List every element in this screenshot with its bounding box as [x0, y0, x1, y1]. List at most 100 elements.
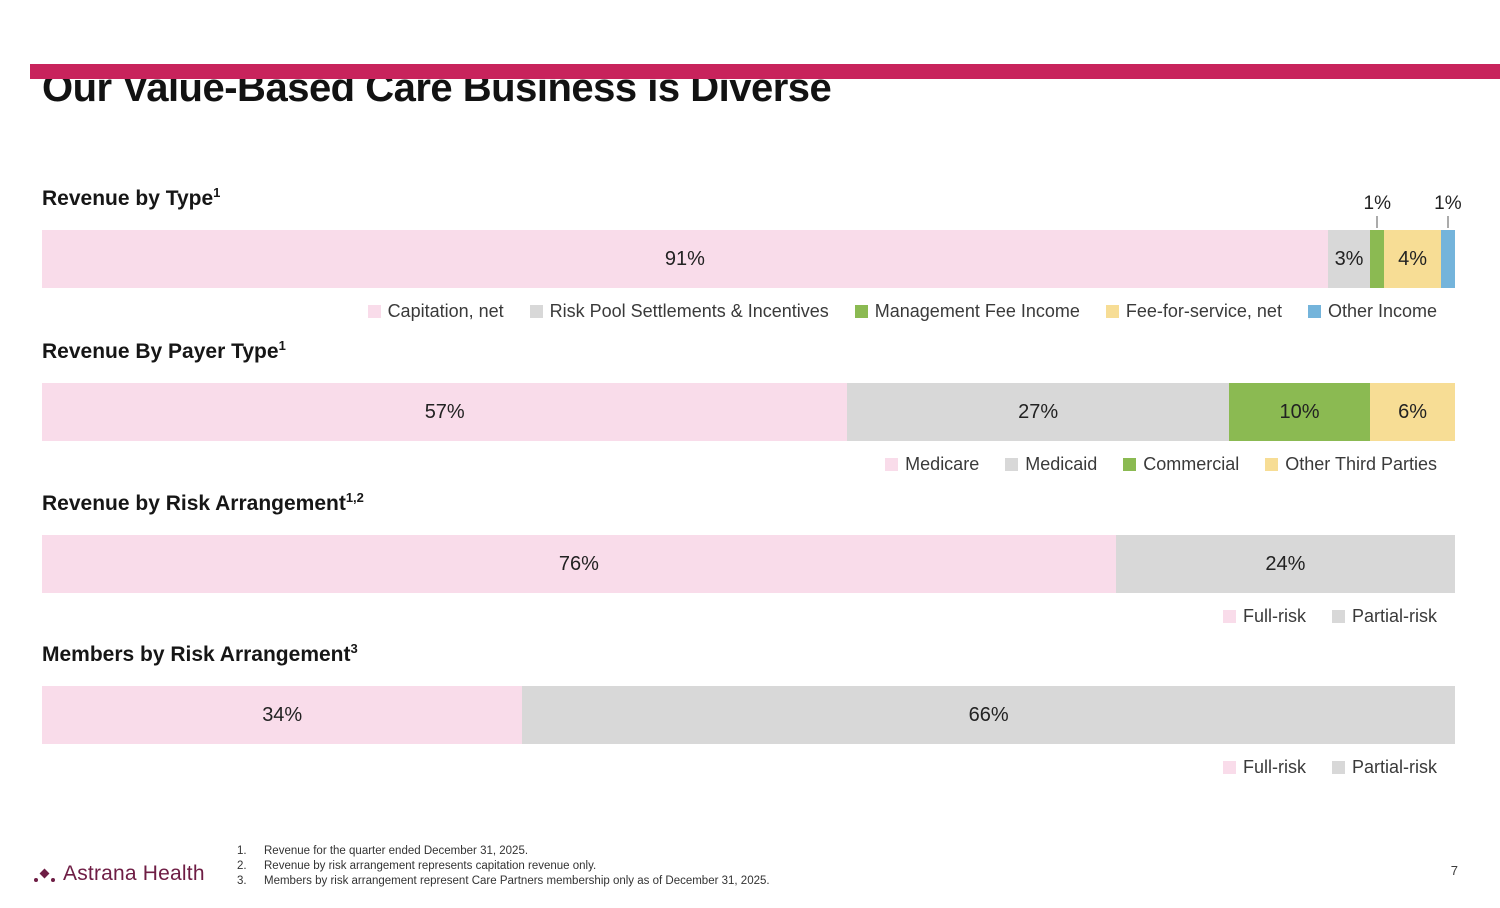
section-heading-revenue-by-type: Revenue by Type1	[42, 180, 1456, 212]
bar-segment-other-third-parties: 6%	[1370, 383, 1455, 441]
footnote-2-number: 2.	[237, 860, 247, 872]
segment-value-label: 57%	[424, 400, 465, 423]
stacked-bar-members-by-risk-arrangement: 34% 66%	[42, 686, 1455, 744]
legend-label: Capitation, net	[387, 300, 504, 321]
footnote-3: 3. Members by risk arrangement represent…	[237, 874, 770, 889]
legend-item-partial-risk: Partial-risk	[1331, 756, 1437, 778]
legend-item-commercial: Commercial	[1123, 454, 1239, 475]
footnotes: 1. Revenue for the quarter ended Decembe…	[237, 844, 770, 889]
section-heading-revenue-by-risk-arrangement: Revenue by Risk Arrangement1,2	[42, 485, 1456, 517]
astrana-health-logo: Astrana Health	[34, 862, 205, 886]
legend-label: Medicare	[905, 453, 980, 474]
bar-segment-medicare: 57%	[42, 383, 848, 441]
legend-item-partial-risk: Partial-risk	[1331, 606, 1437, 627]
footnote-1-text: Revenue for the quarter ended December 3…	[264, 845, 529, 857]
segment-value-label: 3%	[1334, 247, 1364, 270]
charts: Revenue by Type1 91% 3% 1% 4% 1% Capitation, n…	[42, 180, 1462, 778]
chart-section-members-by-risk-arrangement: Members by Risk Arrangement3 34% 66% Full-r…	[42, 636, 1456, 778]
legend-item-other-income: Other Income	[1307, 300, 1437, 322]
section-heading-text: Members by Risk Arrangement	[42, 643, 351, 666]
legend-swatch-icon	[854, 304, 868, 318]
section-heading-text: Revenue by Risk Arrangement	[42, 492, 346, 515]
segment-value-label: 10%	[1279, 400, 1320, 423]
segment-value-label: 34%	[262, 703, 303, 726]
segment-value-label: 27%	[1018, 400, 1059, 423]
legend-swatch-icon	[1105, 304, 1119, 318]
legend-item-management-fee-income: Management Fee Income	[854, 300, 1080, 322]
bar-segment-capitation-net: 91%	[42, 230, 1328, 288]
stacked-bar-revenue-by-risk-arrangement: 76% 24%	[42, 535, 1455, 593]
legend-item-fee-for-service-net: Fee-for-service, net	[1105, 300, 1282, 322]
legend-label: Other Income	[1327, 300, 1437, 321]
footnote-1-number: 1.	[237, 845, 247, 857]
astrana-logo-icon	[34, 864, 55, 885]
segment-value-label: 1%	[1434, 193, 1462, 214]
legend-swatch-icon	[1331, 609, 1345, 623]
bar-segment-partial-risk: 24%	[1115, 535, 1455, 593]
bar-segment-other-income: 1%	[1434, 193, 1462, 288]
bar-segment-full-risk: 34%	[42, 686, 523, 744]
bar-segment-commercial: 10%	[1228, 383, 1371, 441]
section-heading-text: Revenue By Payer Type	[42, 340, 279, 363]
section-heading-footnote-ref: 1	[213, 185, 221, 200]
segment-value-label: 66%	[968, 703, 1009, 726]
footnote-3-number: 3.	[237, 875, 247, 887]
segment-value-label: 76%	[558, 552, 599, 575]
section-heading-revenue-by-payer-type: Revenue By Payer Type1	[42, 333, 1456, 365]
bar-segment-management-fee-income: 1%	[1364, 193, 1391, 288]
bar-segment-risk-pool-settlements-incentives: 3%	[1327, 230, 1371, 288]
bar-segment-full-risk: 76%	[42, 535, 1116, 593]
legend-item-medicaid: Medicaid	[1005, 454, 1097, 475]
legend-item-risk-pool-settlements-incentives: Risk Pool Settlements & Incentives	[529, 300, 829, 322]
legend-item-capitation-net: Capitation, net	[367, 300, 504, 322]
callout-tick	[1446, 216, 1449, 228]
section-heading-members-by-risk-arrangement: Members by Risk Arrangement3	[42, 636, 1456, 668]
legend-members-by-risk-arrangement: Full-risk Partial-risk	[42, 756, 1456, 778]
segment-value-label: 1%	[1363, 193, 1391, 214]
stacked-bar-revenue-by-payer-type: 57% 27% 10% 6%	[42, 383, 1455, 441]
segment-value-label: 6%	[1398, 400, 1428, 423]
legend-label: Commercial	[1143, 453, 1240, 474]
bar-segment-fee-for-service-net: 4%	[1384, 230, 1441, 288]
segment-value-label: 4%	[1398, 247, 1428, 270]
legend-label: Management Fee Income	[874, 300, 1080, 321]
section-heading-text: Revenue by Type	[42, 187, 214, 210]
legend-item-full-risk: Full-risk	[1222, 757, 1306, 778]
page-number: 7	[1450, 863, 1458, 878]
segment-value-label: 91%	[664, 247, 705, 270]
legend-item-other-third-parties: Other Third Parties	[1265, 454, 1437, 475]
legend-swatch-icon	[367, 304, 381, 318]
legend-label: Fee-for-service, net	[1125, 300, 1282, 321]
chart-section-revenue-by-risk-arrangement: Revenue by Risk Arrangement1,2 76% 24% Full…	[42, 485, 1456, 627]
legend-revenue-by-payer-type: Medicare Medicaid Commercial Other Third Pa…	[42, 453, 1456, 475]
chart-section-revenue-by-type: Revenue by Type1 91% 3% 1% 4% 1% Capitation, n…	[42, 180, 1462, 322]
bar-segment-medicaid: 27%	[847, 383, 1229, 441]
legend-swatch-icon	[1222, 760, 1236, 774]
legend-swatch-icon	[1265, 457, 1279, 471]
bar-segment-partial-risk: 66%	[522, 686, 1455, 744]
segment-value-label: 24%	[1265, 552, 1306, 575]
section-heading-footnote-ref: 3	[350, 641, 358, 656]
legend-revenue-by-type: Capitation, net Risk Pool Settlements & I…	[42, 300, 1456, 322]
slide-content: Our Value-Based Care Business is Diverse…	[0, 64, 1500, 778]
stacked-bar-revenue-by-type: 91% 3% 1% 4% 1%	[42, 193, 1462, 288]
legend-label: Other Third Parties	[1285, 453, 1437, 474]
legend-item-medicare: Medicare	[885, 454, 979, 475]
section-heading-footnote-ref: 1	[278, 338, 286, 353]
top-accent-bar	[30, 64, 1500, 79]
legend-swatch-icon	[1222, 609, 1236, 623]
footnote-3-text: Members by risk arrangement represent Ca…	[264, 875, 770, 887]
legend-label: Full-risk	[1242, 605, 1306, 626]
footnote-2: 2. Revenue by risk arrangement represent…	[237, 859, 770, 874]
legend-label: Partial-risk	[1351, 756, 1437, 777]
legend-swatch-icon	[529, 304, 543, 318]
legend-swatch-icon	[1331, 760, 1345, 774]
legend-swatch-icon	[1005, 457, 1019, 471]
chart-section-revenue-by-payer-type: Revenue By Payer Type1 57% 27% 10% 6% Medicar…	[42, 333, 1456, 475]
logo-text: Astrana Health	[63, 862, 205, 885]
legend-item-full-risk: Full-risk	[1222, 605, 1306, 627]
callout-tick	[1376, 216, 1379, 228]
legend-swatch-icon	[885, 457, 899, 471]
legend-swatch-icon	[1307, 304, 1321, 318]
legend-label: Risk Pool Settlements & Incentives	[549, 300, 829, 321]
